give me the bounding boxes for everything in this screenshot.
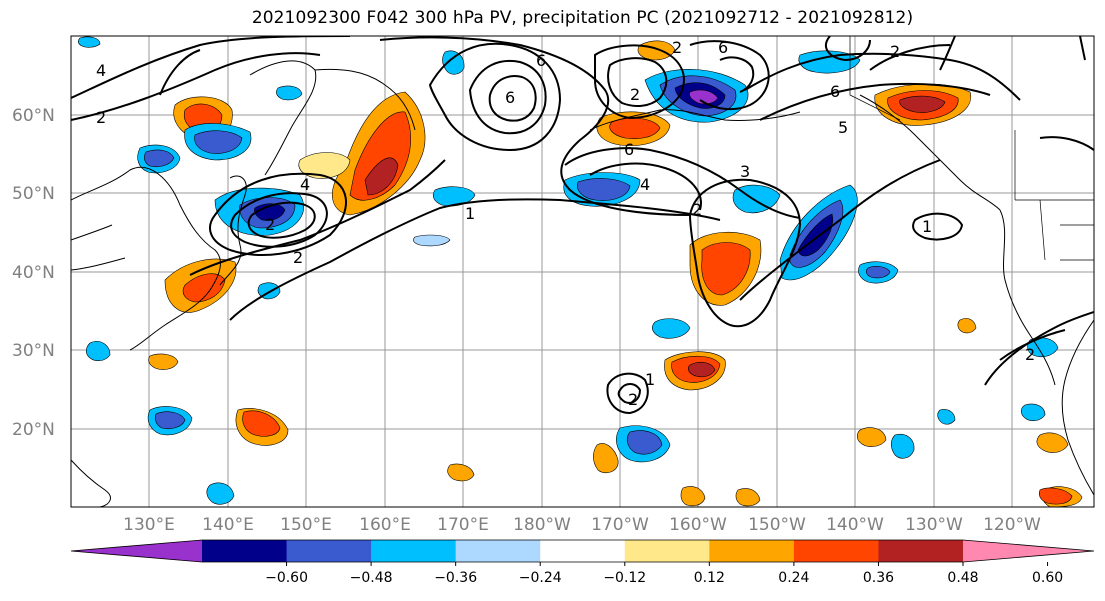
lon-tick-label: 160°W bbox=[669, 515, 727, 535]
contour-label: 5 bbox=[838, 118, 848, 137]
colorbar-tick-label: 0.60 bbox=[1032, 570, 1063, 586]
contour-label: 4 bbox=[640, 175, 650, 194]
contour-label: 6 bbox=[505, 88, 515, 107]
lon-tick-label: 160°E bbox=[359, 515, 411, 535]
map-title: 2021092300 F042 300 hPa PV, precipitatio… bbox=[251, 8, 914, 28]
colorbar-segment bbox=[878, 540, 964, 562]
contour-label: 2 bbox=[293, 248, 303, 267]
lon-tick-label: 140°E bbox=[202, 515, 254, 535]
lon-tick-label: 150°W bbox=[748, 515, 806, 535]
colorbar: −0.60 −0.48 −0.36 −0.24 −0.12 0.12 0.24 0.36 0.4… bbox=[70, 539, 1095, 586]
lon-axis-labels: 130°E 140°E 150°E 160°E 170°E 180°W 170°… bbox=[123, 515, 1041, 535]
colorbar-tick-label: 0.24 bbox=[778, 570, 809, 586]
contour-label: 6 bbox=[830, 82, 840, 101]
lon-tick-label: 180°W bbox=[513, 515, 571, 535]
precip-shading bbox=[77, 36, 1083, 507]
colorbar-tick-label: 0.36 bbox=[863, 570, 894, 586]
colorbar-extend-high bbox=[963, 540, 1094, 562]
lon-tick-label: 170°W bbox=[591, 515, 649, 535]
contour-label: 2 bbox=[628, 390, 638, 409]
lon-tick-label: 130°E bbox=[123, 515, 175, 535]
colorbar-segment bbox=[202, 540, 288, 562]
contour-label: 3 bbox=[740, 162, 750, 181]
lon-tick-label: 150°E bbox=[280, 515, 332, 535]
contour-label: 1 bbox=[645, 370, 655, 389]
lon-tick-label: 120°W bbox=[983, 515, 1041, 535]
contour-label: 2 bbox=[672, 38, 682, 57]
colorbar-segment bbox=[286, 540, 372, 562]
lat-tick-label: 50°N bbox=[12, 184, 55, 204]
colorbar-tick-label: −0.36 bbox=[434, 570, 477, 586]
colorbar-outline bbox=[70, 539, 1095, 563]
contour-label: 2 bbox=[265, 215, 275, 234]
colorbar-tick-label: −0.60 bbox=[265, 570, 308, 586]
lon-tick-label: 140°W bbox=[826, 515, 884, 535]
colorbar-tick-label: −0.48 bbox=[350, 570, 393, 586]
contour-label: 2 bbox=[630, 85, 640, 104]
colorbar-extend-low bbox=[71, 540, 202, 562]
contour-label: 1 bbox=[922, 217, 932, 236]
colorbar-segment bbox=[624, 540, 710, 562]
borders bbox=[849, 36, 1094, 261]
lat-tick-label: 40°N bbox=[12, 263, 55, 283]
colorbar-tick-label: −0.24 bbox=[519, 570, 562, 586]
colorbar-segment bbox=[455, 540, 541, 562]
contour-label: 2 bbox=[96, 108, 106, 127]
lat-tick-label: 60°N bbox=[12, 106, 55, 126]
contour-label: 6 bbox=[718, 38, 728, 57]
lat-tick-label: 20°N bbox=[12, 420, 55, 440]
colorbar-segment bbox=[793, 540, 879, 562]
colorbar-tick-label: 0.48 bbox=[947, 570, 978, 586]
lon-tick-label: 170°E bbox=[437, 515, 489, 535]
contour-label: 2 bbox=[890, 42, 900, 61]
colorbar-segment bbox=[709, 540, 795, 562]
contour-label: 2 bbox=[1025, 345, 1035, 364]
colorbar-segment bbox=[540, 540, 626, 562]
lat-tick-label: 30°N bbox=[12, 341, 55, 361]
contour-label: 6 bbox=[536, 51, 546, 70]
contour-label: 2 bbox=[692, 200, 702, 219]
lon-tick-label: 130°W bbox=[905, 515, 963, 535]
contour-label: 6 bbox=[624, 140, 634, 159]
contour-label: 1 bbox=[465, 204, 475, 223]
map-border bbox=[70, 35, 1095, 508]
lat-axis-labels: 60°N 50°N 40°N 30°N 20°N bbox=[12, 106, 55, 440]
contour-label: 4 bbox=[96, 61, 106, 80]
contour-labels: 4 2 2 6 6 6 2 1 2 4 6 2 4 3 1 2 2 1 2 6 … bbox=[96, 38, 1035, 409]
contour-label: 4 bbox=[300, 175, 310, 194]
colorbar-tick-label: 0.12 bbox=[694, 570, 725, 586]
colorbar-tick-label: −0.12 bbox=[603, 570, 646, 586]
colorbar-segment bbox=[371, 540, 457, 562]
